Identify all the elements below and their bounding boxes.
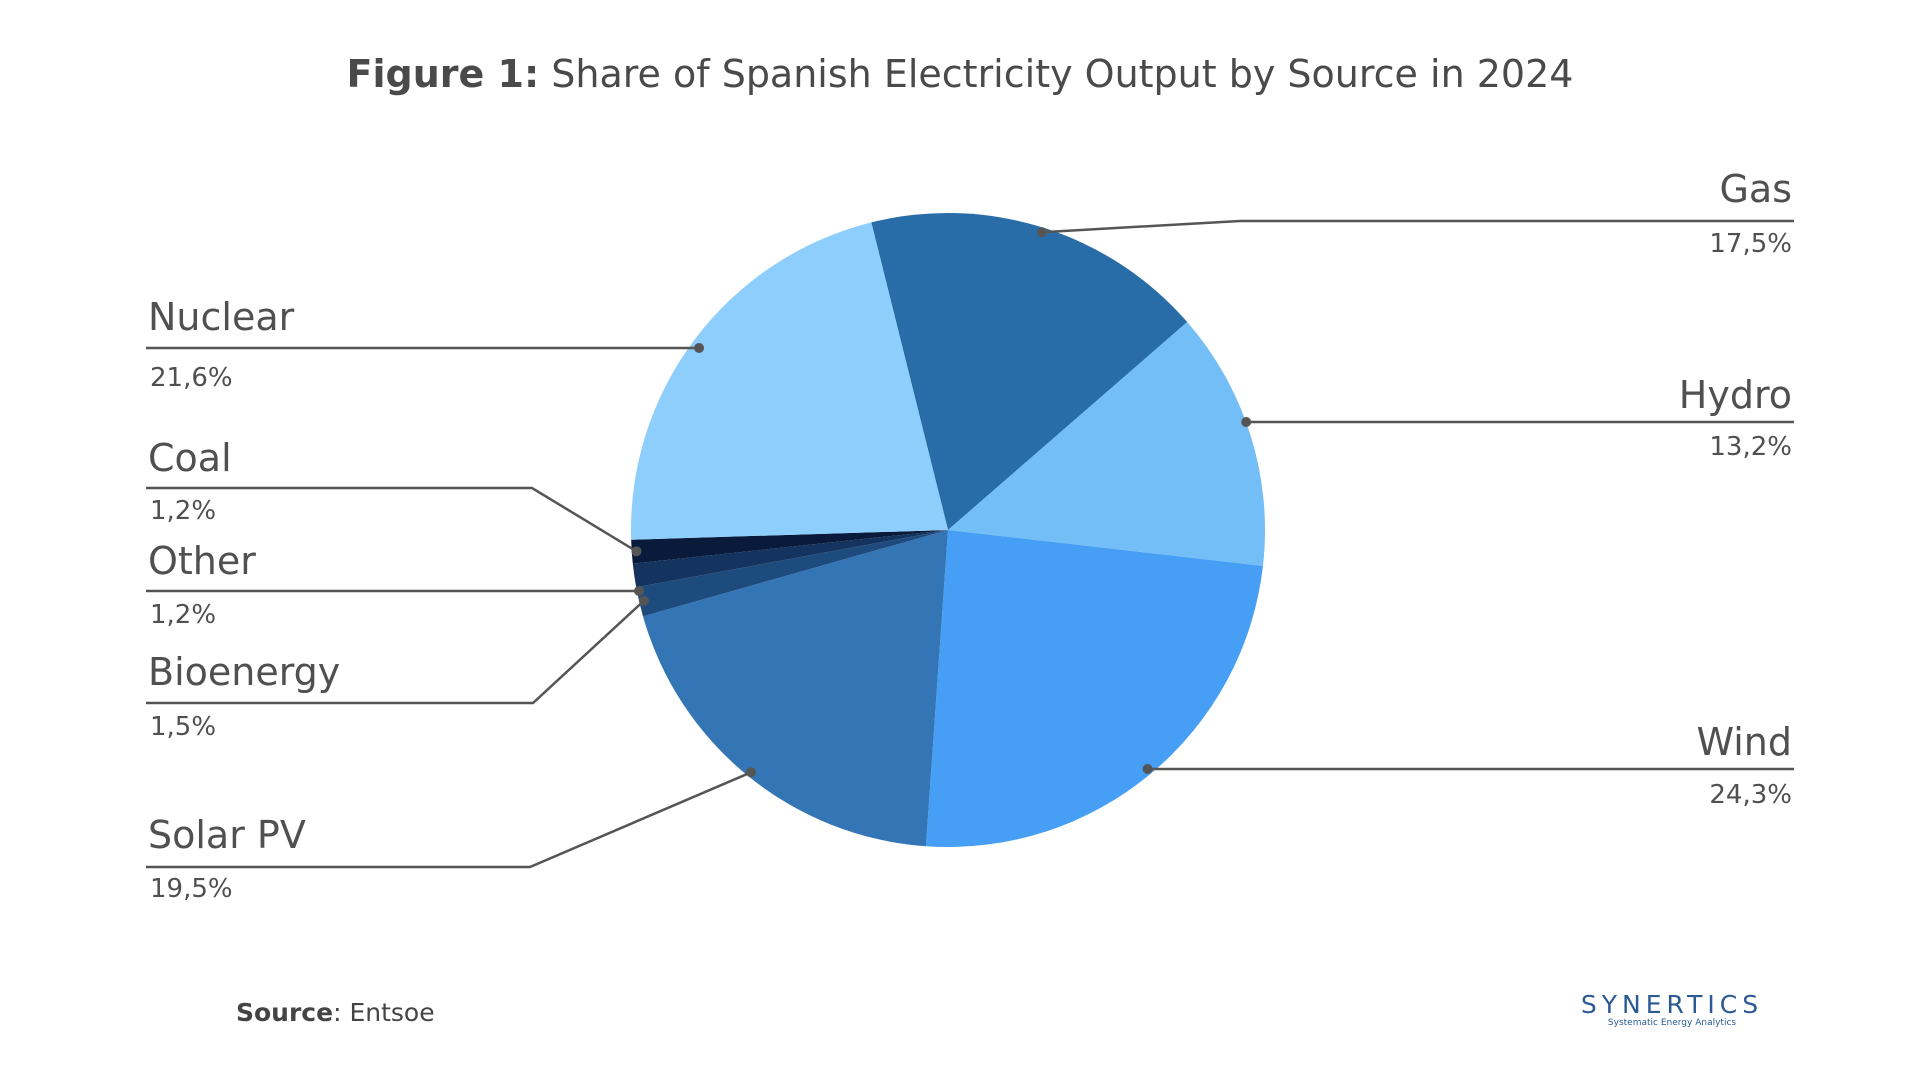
- source-note: Source: Entsoe: [236, 998, 435, 1027]
- leader-dot-other: [633, 586, 644, 596]
- label-value-solar-pv: 19,5%: [150, 874, 233, 904]
- pie-slices: [631, 212, 1265, 848]
- chart-title: Figure 1: Share of Spanish Electricity O…: [0, 52, 1920, 96]
- chart-title-text: Share of Spanish Electricity Output by S…: [551, 52, 1574, 96]
- label-name-coal: Coal: [148, 436, 232, 480]
- label-name-solar-pv: Solar PV: [148, 813, 306, 857]
- slice-labels: Gas 17,5% Hydro 13,2% Wind 24,3% Solar PV 19,5%…: [148, 167, 1792, 904]
- slice-wind: [925, 530, 1263, 848]
- leader-dot-gas: [1036, 227, 1047, 238]
- label-name-wind: Wind: [1696, 720, 1792, 764]
- label-value-other: 1,2%: [150, 600, 216, 630]
- leader-dot-wind: [1142, 764, 1153, 774]
- slice-other: [632, 530, 948, 588]
- synertics-logo: SYNERTICS Systematic Energy Analytics: [1572, 990, 1772, 1028]
- label-name-hydro: Hydro: [1679, 373, 1792, 417]
- source-label: Source: [236, 998, 334, 1027]
- leader-solar-pv: [146, 771, 752, 869]
- label-name-nuclear: Nuclear: [148, 295, 295, 339]
- slice-gas: [871, 212, 1188, 530]
- chart-title-prefix: Figure 1:: [346, 52, 540, 96]
- slice-bioenergy: [636, 530, 948, 617]
- label-name-bioenergy: Bioenergy: [148, 650, 340, 694]
- label-value-wind: 24,3%: [1709, 780, 1792, 810]
- leader-dot-hydro: [1241, 417, 1252, 427]
- logo-tagline: Systematic Energy Analytics: [1607, 1018, 1737, 1028]
- logo-brand: SYNERTICS: [1580, 990, 1764, 1019]
- label-value-gas: 17,5%: [1709, 229, 1792, 259]
- slice-nuclear: [631, 222, 948, 540]
- leader-dot-nuclear: [694, 343, 705, 353]
- slice-hydro: [948, 322, 1265, 566]
- leader-gas: [1041, 219, 1794, 234]
- label-name-other: Other: [148, 539, 256, 583]
- leader-coal: [146, 486, 638, 553]
- leader-lines: [146, 219, 1794, 869]
- leader-bioenergy: [146, 599, 645, 705]
- leader-dot-coal: [631, 546, 642, 557]
- slice-solar-pv: [642, 530, 948, 847]
- label-value-nuclear: 21,6%: [150, 363, 233, 393]
- label-value-coal: 1,2%: [150, 496, 216, 526]
- label-value-hydro: 13,2%: [1709, 432, 1792, 462]
- leader-dot-bioenergy: [638, 595, 649, 606]
- slice-coal: [631, 530, 948, 564]
- source-value: : Entsoe: [333, 998, 435, 1027]
- label-name-gas: Gas: [1719, 167, 1792, 211]
- label-value-bioenergy: 1,5%: [150, 712, 216, 742]
- leader-dot-solar-pv: [746, 767, 757, 778]
